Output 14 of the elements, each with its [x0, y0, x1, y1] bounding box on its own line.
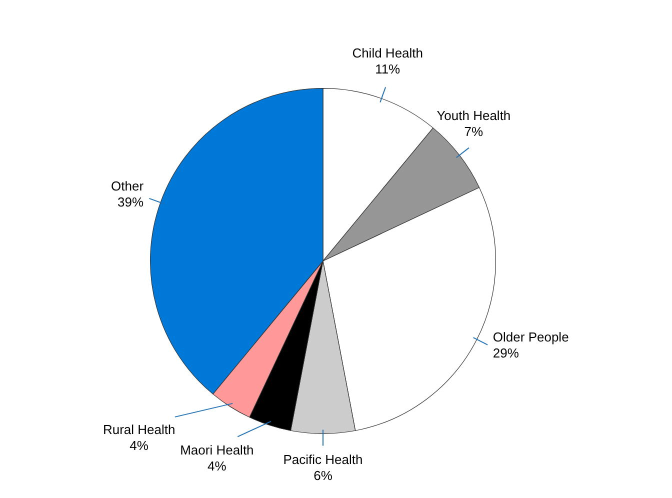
data-label: 4% — [130, 438, 149, 454]
data-label: 29% — [492, 346, 520, 361]
data-label: 11% — [375, 62, 401, 77]
slice-label: Rural Health — [102, 422, 176, 438]
data-label: 6% — [314, 468, 333, 483]
slice-label: Older People — [492, 330, 569, 345]
data-label: 39% — [118, 194, 144, 210]
slice-label: Maori Health — [180, 442, 254, 458]
data-label: 4% — [208, 458, 227, 474]
slice-label: Pacific Health — [283, 452, 363, 467]
slice-label: Child Health — [352, 46, 424, 61]
data-label: 7% — [464, 124, 484, 140]
slice-label: Other — [111, 178, 144, 194]
slice-label: Youth Health — [436, 108, 511, 124]
